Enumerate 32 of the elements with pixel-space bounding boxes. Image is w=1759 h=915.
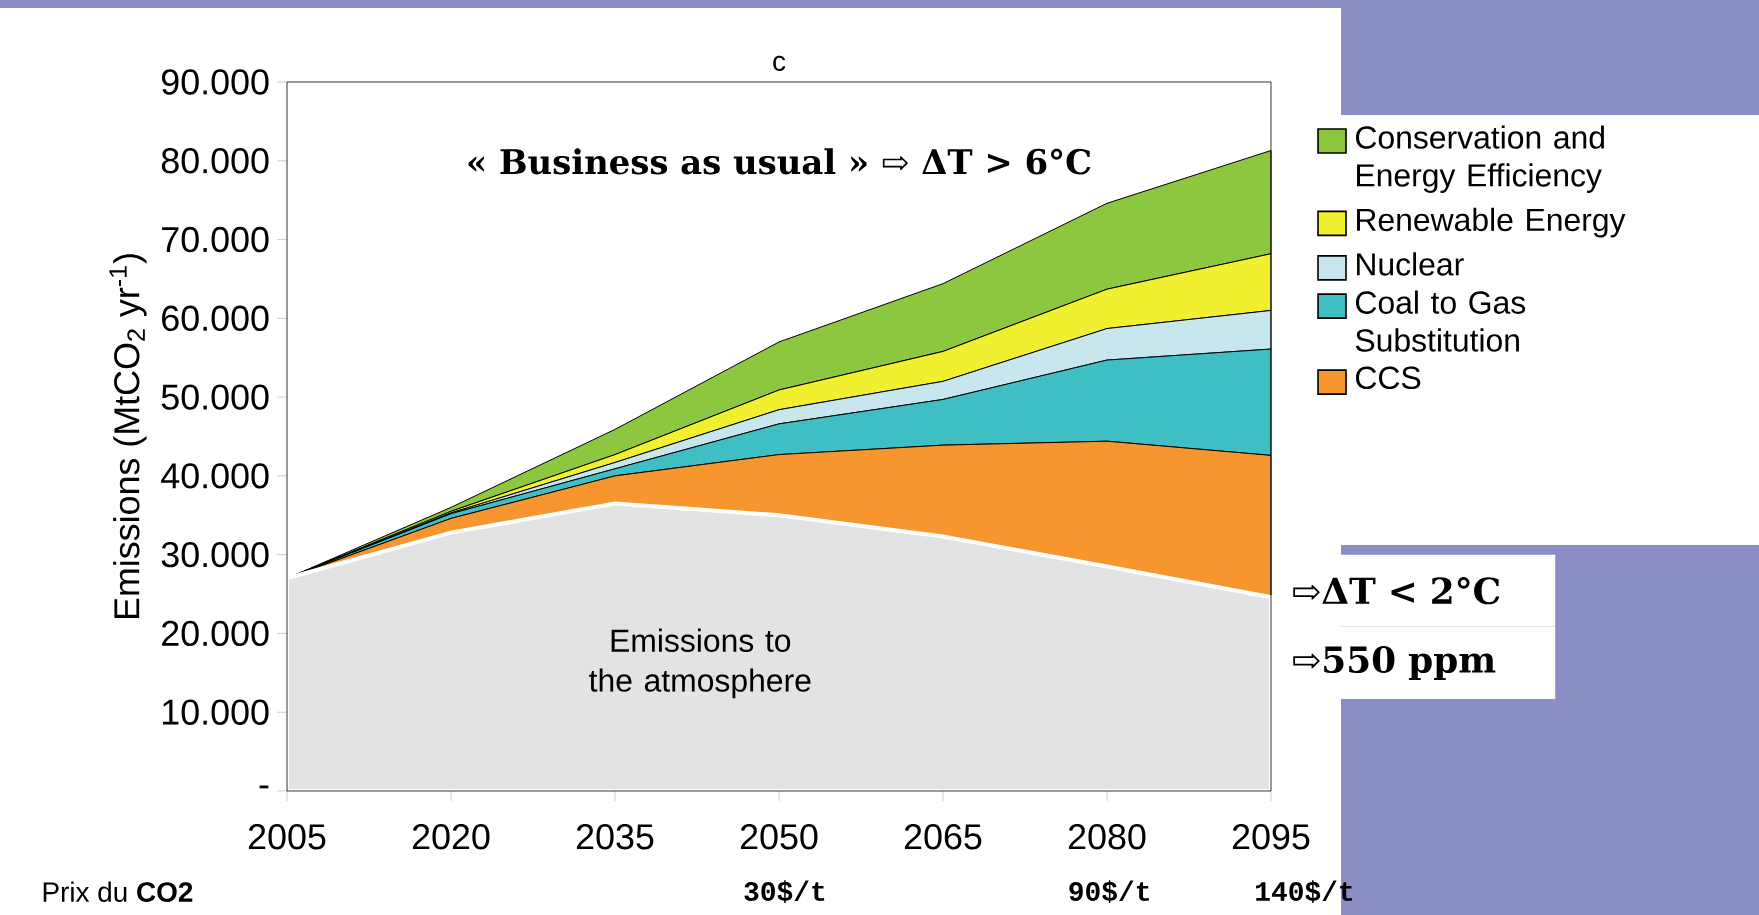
y-tick-label: 20.000 [162,620,269,647]
text: Prix du CO2 [43,881,193,902]
legend-label: CCS [1356,366,1421,390]
text: ⇨ΔT < 2°C [1293,576,1500,605]
y-tick-label: - [259,785,269,789]
x-tick-label: 2005 [248,824,326,850]
y-tick-label: 30.000 [161,541,269,568]
x-tick-label: 2080 [1068,824,1146,850]
x-tick-label: 2050 [740,824,818,850]
y-tick-label: 50.000 [161,384,269,410]
text: 140$/t [1256,880,1353,904]
legend-label: Coal to Gas Substitution [1355,290,1526,352]
y-tick-label: 90.000 [161,69,269,95]
text: 30$/t [744,880,825,904]
annotation: « Business as usual » ⇨ ΔT > 6°C [468,148,1091,175]
x-tick-label: 2035 [576,824,654,850]
y-tick-label: 70.000 [162,226,269,253]
y-tick-label: 80.000 [161,148,269,174]
legend-label: Renewable Energy [1357,207,1626,238]
x-tick-label: 2020 [412,824,490,850]
text: ⇨550 ppm [1293,645,1496,681]
legend-label: Nuclear [1357,252,1464,276]
x-tick-label: 2065 [904,824,982,850]
y-tick-label: 10.000 [162,699,269,725]
y-tick-label: 60.000 [162,305,269,332]
legend-label: Conservation and Energy Efficiency [1356,125,1604,193]
y-axis-title: Emissions (MtCO$_{2}$ yr$^{-1}$) [109,254,147,619]
x-tick-label: 2095 [1232,824,1310,850]
text: 90$/t [1069,880,1149,904]
series-label: Emissions to the atmosphere [589,628,811,699]
y-tick-label: 40.000 [161,463,269,489]
chart-title: c [773,55,786,71]
